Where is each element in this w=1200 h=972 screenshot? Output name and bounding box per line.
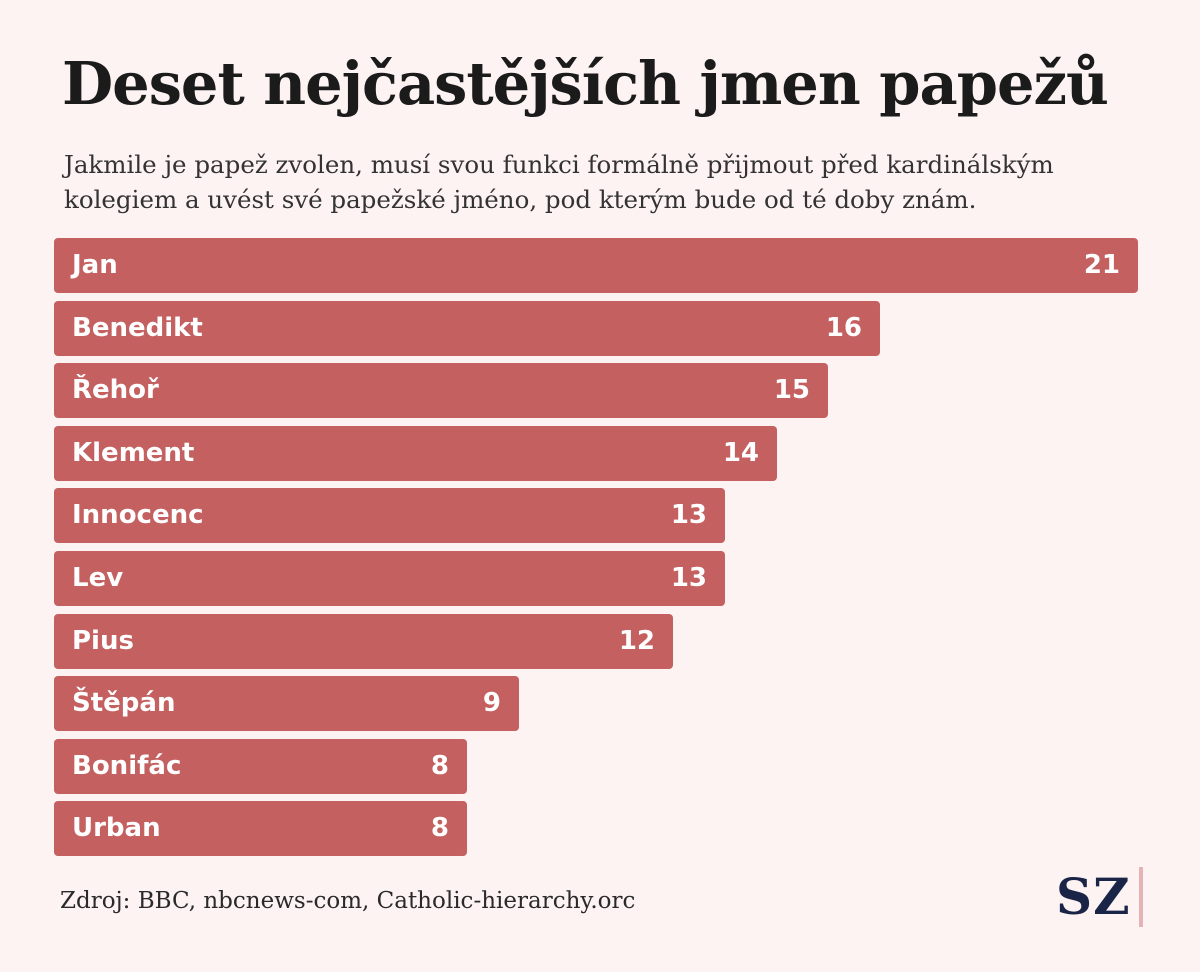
bar-label: Bonifác [72,750,182,781]
sz-logo: SZ [1056,866,1143,928]
sz-logo-text: SZ [1056,867,1131,926]
logo-divider [1138,867,1143,927]
chart-title: Deset nejčastějších jmen papežů [62,49,1109,118]
bar-label: Jan [72,250,118,280]
bar-value-label: 8 [430,813,449,844]
bar-value-label: 14 [722,437,759,468]
bar-label: Lev [72,563,124,593]
bar-label: Řehoř [72,375,159,406]
bar-label: Urban [72,813,161,844]
bar-label: Innocenc [72,500,204,531]
bar-label: Štěpán [72,688,176,719]
bar-chart: Jan 21 Benedikt 16 Řehoř 15 Klement 14 Innocenc 1… [54,238,1138,862]
bar: Urban 8 [54,801,467,857]
bar-value-label: 21 [1083,250,1120,280]
bar: Klement 14 [54,425,777,481]
bar: Benedikt 16 [54,300,880,356]
bar-value-label: 12 [618,625,655,656]
bar-value-label: 15 [773,375,810,406]
bar-value-label: 13 [670,500,707,531]
bar-value-label: 9 [482,688,501,719]
source-note: Zdroj: BBC, nbcnews-com, Catholic-hierar… [60,888,636,914]
chart-subtitle: Jakmile je papež zvolen, musí svou funkc… [64,150,1054,214]
bar-value-label: 13 [670,563,707,593]
bar: Štěpán 9 [54,676,519,732]
bar-label: Pius [72,625,134,656]
bar: Pius 12 [54,613,673,669]
bar: Bonifác 8 [54,738,467,794]
bar-label: Benedikt [72,312,203,343]
bar: Innocenc 13 [54,488,725,544]
bar: Řehoř 15 [54,363,828,419]
bar-value-label: 8 [430,750,449,781]
bar: Lev 13 [54,551,725,606]
bar-value-label: 16 [825,312,862,343]
bar: Jan 21 [54,238,1138,293]
bar-label: Klement [72,437,195,468]
